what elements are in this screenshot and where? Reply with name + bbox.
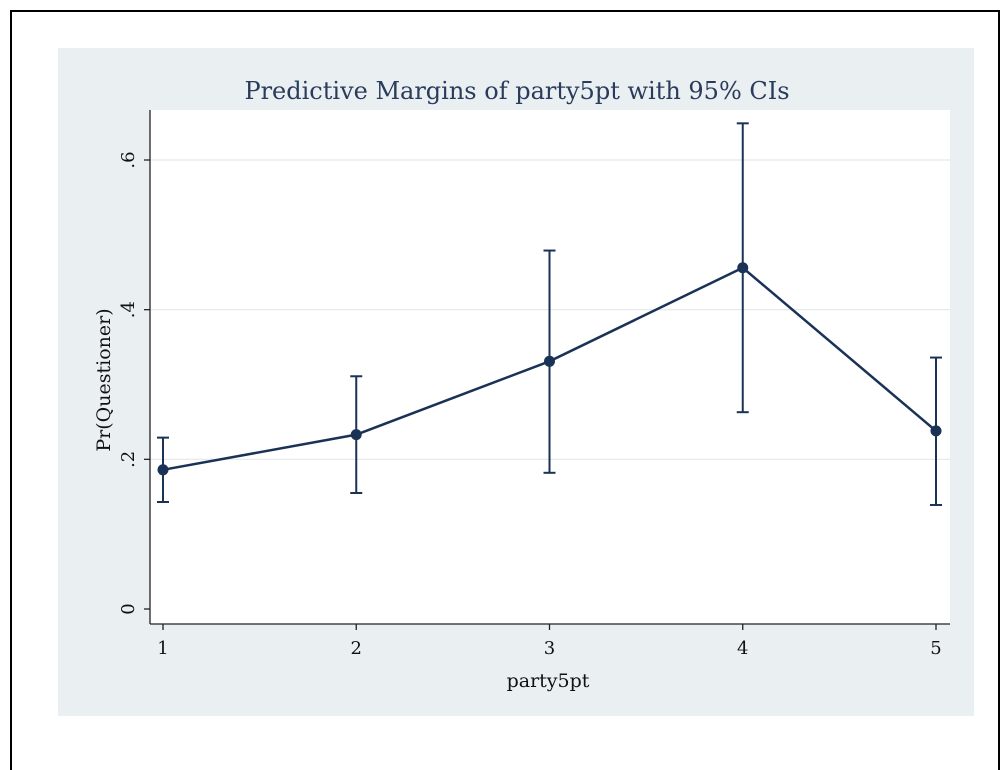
y-axis-title: Pr(Questioner) [93,308,115,451]
y-tick-label: .4 [118,301,139,318]
data-point [930,425,942,437]
data-point [157,464,169,476]
y-tick-label: .2 [118,451,139,468]
x-tick-label: 5 [930,638,941,659]
figure-frame [10,10,1000,770]
ticks-layer: 0 .2 .4 .6 1 2 3 4 5 [118,151,942,659]
x-axis-title: party5pt [507,670,590,692]
x-tick-label: 1 [157,638,168,659]
series-layer [157,262,942,476]
data-point [350,429,362,441]
x-tick-label: 3 [544,638,555,659]
y-tick-label: 0 [118,603,139,614]
data-point [737,262,749,274]
x-tick-label: 2 [351,638,362,659]
data-point [544,355,555,367]
x-tick-label: 4 [737,638,748,659]
y-tick-label: .6 [118,151,139,168]
chart-title: Predictive Margins of party5pt with 95% … [244,77,789,105]
